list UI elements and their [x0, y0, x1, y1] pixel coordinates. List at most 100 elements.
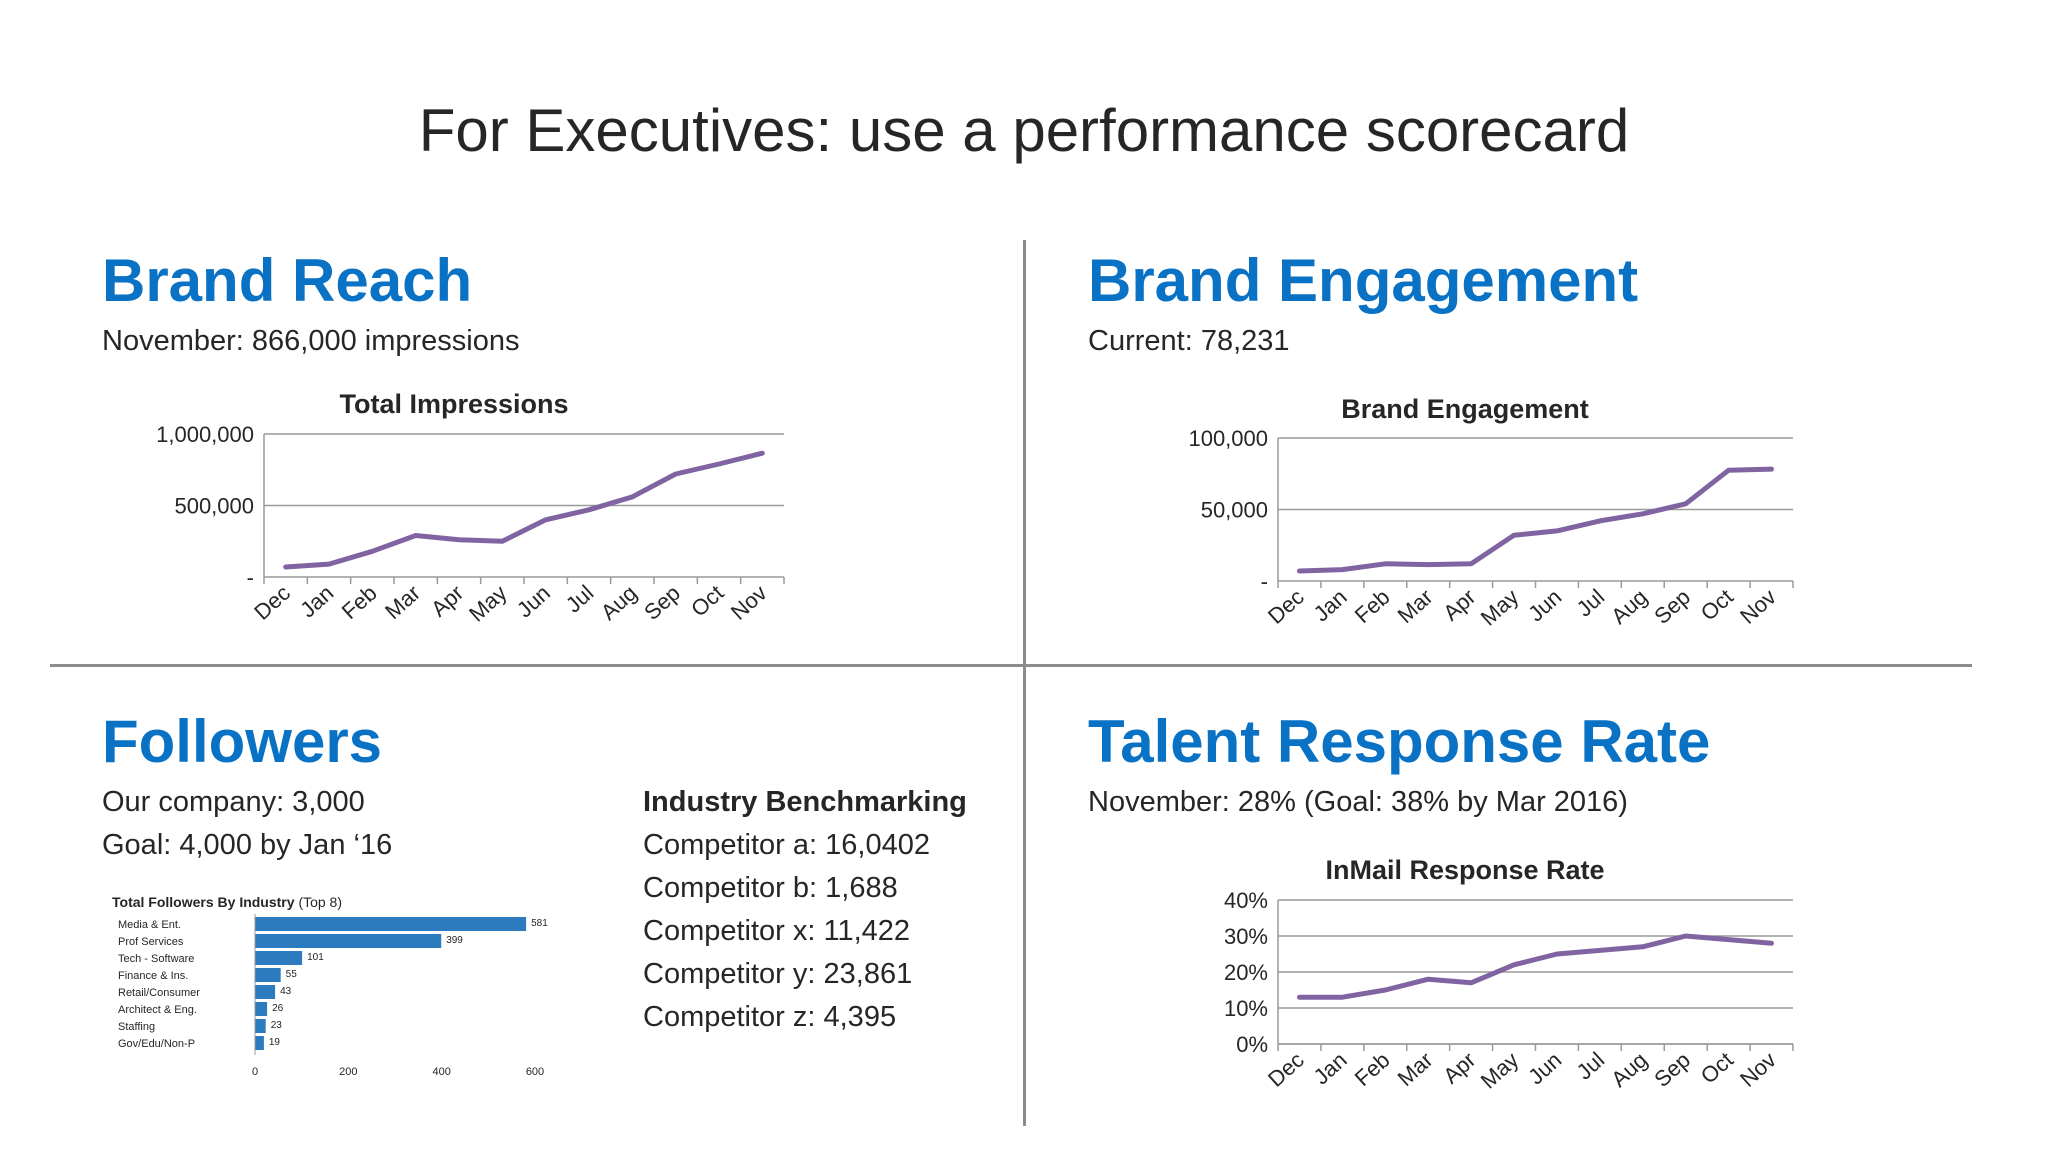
- followers-goal: Goal: 4,000 by Jan ‘16: [102, 829, 393, 861]
- x-tick-label: Aug: [596, 580, 642, 625]
- y-tick-label: 100,000: [1188, 426, 1268, 451]
- benchmark-competitor-b: Competitor b: 1,688: [643, 872, 898, 904]
- y-tick-label: 0%: [1236, 1032, 1268, 1057]
- inmail-response-chart: InMail Response Rate 0% 10% 20% 30% 40% Dec Jan…: [1224, 855, 1794, 1094]
- x-tick-label: Dec: [249, 580, 295, 625]
- bar-value-label: 101: [307, 952, 324, 963]
- x-tick-label: Sep: [1649, 1047, 1695, 1092]
- x-tick-label: Jul: [1572, 584, 1610, 621]
- x-tick-label: 200: [339, 1066, 357, 1075]
- x-tick-label: Feb: [1350, 1047, 1395, 1091]
- x-tick-label: Jan: [1309, 584, 1352, 626]
- brand-reach-subtitle: November: 866,000 impressions: [102, 325, 520, 357]
- x-tick-label: Oct: [1696, 584, 1738, 625]
- benchmark-competitor-y: Competitor y: 23,861: [643, 958, 913, 990]
- x-tick-label: Mar: [380, 580, 425, 624]
- vertical-divider: [1023, 240, 1026, 1126]
- x-tick-label: Jun: [1523, 1047, 1566, 1089]
- bar-category-label: Gov/Edu/Non-P: [118, 1038, 195, 1050]
- x-tick-label: Jun: [512, 580, 555, 622]
- y-tick-label: 40%: [1224, 888, 1268, 913]
- bar-value-label: 399: [446, 935, 463, 946]
- x-tick-label: Sep: [639, 580, 685, 625]
- y-tick-label: 500,000: [174, 494, 254, 519]
- talent-response-subtitle: November: 28% (Goal: 38% by Mar 2016): [1088, 786, 1628, 818]
- x-tick-label: Mar: [1393, 584, 1438, 628]
- bar-category-label: Finance & Ins.: [118, 970, 188, 982]
- x-tick-label: Jan: [1309, 1047, 1352, 1089]
- y-tick-label: -: [1261, 569, 1268, 594]
- x-tick-label: Oct: [1696, 1047, 1738, 1088]
- total-impressions-chart: Total Impressions - 500,000 1,000,000 Dec Jan…: [156, 389, 785, 627]
- horizontal-divider: [50, 664, 1972, 667]
- chart-title: Brand Engagement: [1341, 394, 1589, 424]
- x-tick-label: Apr: [1438, 1047, 1480, 1088]
- series-line: [1297, 933, 1774, 1000]
- bar: [255, 985, 276, 999]
- x-tick-label: 600: [526, 1066, 544, 1075]
- y-tick-label: 30%: [1224, 924, 1268, 949]
- x-tick-label: Dec: [1263, 1047, 1309, 1092]
- bar-category-label: Tech - Software: [118, 953, 194, 965]
- bar-value-label: 43: [280, 986, 292, 997]
- bar-value-label: 26: [272, 1003, 284, 1014]
- x-tick-label: Feb: [1350, 584, 1395, 628]
- x-tick-label: Apr: [1438, 584, 1480, 625]
- chart-title: Total Followers By Industry (Top 8): [112, 894, 342, 910]
- bar-value-label: 23: [271, 1020, 283, 1031]
- chart-title-note: (Top 8): [298, 894, 342, 910]
- brand-engagement-subtitle: Current: 78,231: [1088, 325, 1290, 357]
- bar: [255, 934, 442, 948]
- benchmark-title: Industry Benchmarking: [643, 786, 967, 818]
- bar-category-label: Staffing: [118, 1021, 155, 1033]
- bar-value-label: 19: [269, 1037, 281, 1048]
- bar: [255, 951, 303, 965]
- x-tick-label: Jun: [1523, 584, 1566, 626]
- bar-category-label: Architect & Eng.: [118, 1004, 197, 1016]
- bar-category-label: Prof Services: [118, 936, 184, 948]
- x-tick-label: May: [464, 580, 512, 626]
- bar-category-label: Retail/Consumer: [118, 987, 200, 999]
- bar: [255, 1002, 268, 1016]
- series-line: [283, 450, 765, 570]
- bar-category-label: Media & Ent.: [118, 919, 181, 931]
- talent-response-heading: Talent Response Rate: [1088, 708, 1711, 775]
- x-tick-label: May: [1476, 584, 1524, 630]
- y-tick-label: -: [247, 565, 254, 590]
- bar: [255, 1019, 266, 1033]
- x-tick-label: 0: [252, 1066, 258, 1075]
- benchmark-competitor-a: Competitor a: 16,0402: [643, 829, 930, 861]
- x-tick-label: Feb: [337, 580, 382, 624]
- benchmark-competitor-z: Competitor z: 4,395: [643, 1001, 897, 1033]
- brand-engagement-heading: Brand Engagement: [1088, 247, 1639, 314]
- y-tick-label: 10%: [1224, 996, 1268, 1021]
- x-tick-label: Jul: [1572, 1047, 1610, 1084]
- series-line: [1297, 466, 1774, 574]
- x-tick-label: Sep: [1649, 584, 1695, 629]
- x-tick-label: Aug: [1606, 584, 1652, 629]
- bar: [255, 968, 281, 982]
- followers-by-industry-chart: Total Followers By Industry (Top 8) Media…: [112, 894, 548, 1075]
- bar: [255, 1036, 264, 1050]
- bar: [255, 917, 527, 931]
- chart-title: Total Impressions: [339, 389, 568, 419]
- x-tick-label: May: [1476, 1047, 1524, 1093]
- x-tick-label: Oct: [686, 580, 728, 621]
- slide-title: For Executives: use a performance scorec…: [418, 97, 1630, 164]
- x-tick-label: Jul: [561, 580, 599, 617]
- x-tick-label: Apr: [426, 580, 468, 621]
- brand-reach-heading: Brand Reach: [102, 247, 473, 314]
- x-tick-label: Nov: [1735, 1047, 1781, 1092]
- y-tick-label: 20%: [1224, 960, 1268, 985]
- benchmark-competitor-x: Competitor x: 11,422: [643, 915, 911, 947]
- y-tick-label: 50,000: [1201, 498, 1268, 523]
- y-tick-label: 1,000,000: [156, 422, 254, 447]
- followers-heading: Followers: [102, 708, 383, 775]
- x-tick-label: Nov: [726, 580, 772, 625]
- x-tick-label: Aug: [1606, 1047, 1652, 1092]
- bar-value-label: 581: [531, 918, 548, 929]
- followers-our-company: Our company: 3,000: [102, 786, 365, 818]
- x-tick-label: Jan: [295, 580, 338, 622]
- x-tick-label: Mar: [1393, 1047, 1438, 1091]
